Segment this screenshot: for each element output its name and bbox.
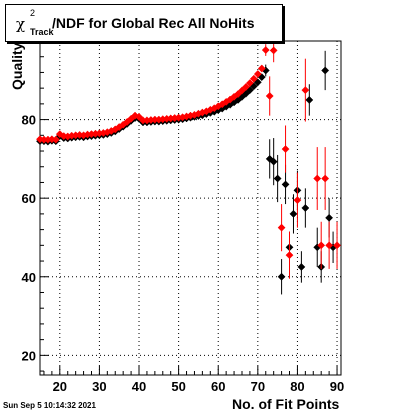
y-tick-label: 40 <box>22 270 36 285</box>
data-point-black <box>269 157 278 166</box>
data-point-red <box>261 46 270 54</box>
data-point-black <box>273 174 282 183</box>
data-point-black <box>325 213 334 222</box>
y-axis-label: Quality <box>9 42 25 90</box>
x-axis-label: No. of Fit Points <box>232 396 340 412</box>
data-point-red <box>277 223 286 232</box>
data-point-red <box>135 112 143 121</box>
data-point-red <box>317 241 326 250</box>
data-point-red <box>245 79 254 87</box>
chart-title-box: χ 2 Track /NDF for Global Rec All NoHits <box>5 4 283 42</box>
x-tick-label: 60 <box>211 379 225 394</box>
x-tick-label: 90 <box>330 379 344 394</box>
y-tick-label: 60 <box>22 191 36 206</box>
data-point-black <box>289 209 298 218</box>
data-point-black <box>297 262 306 271</box>
data-point-black <box>301 204 310 212</box>
tick-labels: 20 30 40 50 60 70 80 90 20 40 60 80 <box>22 113 345 394</box>
x-tick-label: 80 <box>290 379 304 394</box>
data-point-black <box>277 272 286 281</box>
chart-title: /NDF for Global Rec All NoHits <box>52 15 255 31</box>
data-point-red <box>301 86 310 95</box>
title-superscript: 2 <box>30 8 36 18</box>
data-point-black <box>321 66 330 75</box>
title-subscript: Track <box>30 27 54 37</box>
y-tick-label: 80 <box>22 113 36 128</box>
data-point-red <box>265 92 274 100</box>
data-point-red <box>241 83 250 91</box>
data-point-red <box>293 196 302 205</box>
data-point-black <box>281 180 290 189</box>
data-marks <box>36 38 341 295</box>
data-point-black <box>305 95 314 104</box>
data-point-red <box>253 70 262 78</box>
axis-ticks <box>40 40 338 375</box>
data-point-red <box>321 174 330 183</box>
x-tick-label: 40 <box>132 379 146 394</box>
data-point-red <box>325 241 334 250</box>
timestamp: Sun Sep 5 10:14:32 2021 <box>3 401 96 410</box>
data-point-red <box>257 64 266 73</box>
data-point-red <box>333 241 341 250</box>
x-tick-label: 50 <box>171 379 185 394</box>
data-point-red <box>285 251 294 260</box>
data-point-red <box>51 135 60 144</box>
data-point-red <box>269 46 278 55</box>
x-tick-label: 70 <box>251 379 265 394</box>
y-tick-label: 20 <box>22 348 36 363</box>
title-chi-symbol: χ <box>16 15 26 33</box>
data-point-red <box>313 174 322 183</box>
data-point-red <box>249 74 258 83</box>
data-point-red <box>281 145 290 154</box>
plot-frame <box>39 40 342 376</box>
x-tick-label: 20 <box>53 379 67 394</box>
x-tick-label: 30 <box>92 379 106 394</box>
